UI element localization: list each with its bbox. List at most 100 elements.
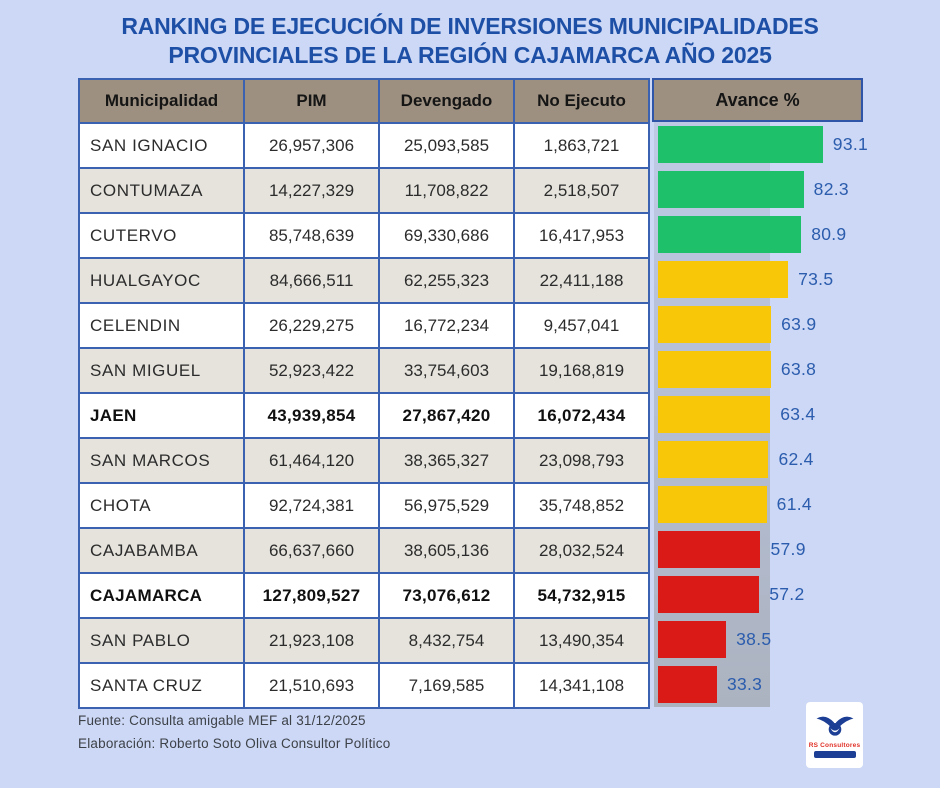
header-pim: PIM bbox=[243, 78, 380, 124]
table-row: CELENDIN 26,229,275 16,772,234 9,457,041 bbox=[78, 302, 650, 349]
bar-row: 93.1 bbox=[652, 122, 882, 167]
bar-row: 82.3 bbox=[652, 167, 882, 212]
avance-value-label: 62.4 bbox=[778, 449, 814, 469]
title-line-2: PROVINCIALES DE LA REGIÓN CAJAMARCA AÑO … bbox=[168, 42, 772, 69]
avance-bar bbox=[658, 486, 767, 523]
avance-bar bbox=[658, 171, 804, 208]
bar-row: 33.3 bbox=[652, 662, 882, 707]
cell-devengado: 73,076,612 bbox=[378, 572, 515, 619]
table-row: HUALGAYOC 84,666,511 62,255,323 22,411,1… bbox=[78, 257, 650, 304]
cell-devengado: 38,365,327 bbox=[378, 437, 515, 484]
table-row: SAN MARCOS 61,464,120 38,365,327 23,098,… bbox=[78, 437, 650, 484]
avance-value-label: 38.5 bbox=[736, 629, 772, 649]
table-row: CHOTA 92,724,381 56,975,529 35,748,852 bbox=[78, 482, 650, 529]
table-row: JAEN 43,939,854 27,867,420 16,072,434 bbox=[78, 392, 650, 439]
cell-pim: 52,923,422 bbox=[243, 347, 380, 394]
cell-no-ejecuto: 19,168,819 bbox=[513, 347, 650, 394]
table-row: SAN PABLO 21,923,108 8,432,754 13,490,35… bbox=[78, 617, 650, 664]
avance-bar bbox=[658, 531, 761, 568]
cell-municipalidad: SAN MARCOS bbox=[78, 437, 245, 484]
cell-municipalidad: JAEN bbox=[78, 392, 245, 439]
logo-tagline-bar bbox=[813, 751, 856, 758]
bar-track: 63.4 bbox=[658, 396, 835, 433]
bar-row: 38.5 bbox=[652, 617, 882, 662]
avance-bar bbox=[658, 261, 789, 298]
bar-track: 38.5 bbox=[658, 621, 835, 658]
table-row: CAJAMARCA 127,809,527 73,076,612 54,732,… bbox=[78, 572, 650, 619]
bar-track: 73.5 bbox=[658, 261, 835, 298]
cell-pim: 84,666,511 bbox=[243, 257, 380, 304]
bar-track: 62.4 bbox=[658, 441, 835, 478]
page-title: RANKING DE EJECUCIÓN DE INVERSIONES MUNI… bbox=[0, 12, 940, 71]
cell-pim: 92,724,381 bbox=[243, 482, 380, 529]
cell-devengado: 16,772,234 bbox=[378, 302, 515, 349]
cell-municipalidad: HUALGAYOC bbox=[78, 257, 245, 304]
cell-no-ejecuto: 16,417,953 bbox=[513, 212, 650, 259]
title-line-1: RANKING DE EJECUCIÓN DE INVERSIONES MUNI… bbox=[121, 13, 819, 39]
cell-municipalidad: CUTERVO bbox=[78, 212, 245, 259]
avance-bar bbox=[658, 441, 769, 478]
cell-pim: 21,510,693 bbox=[243, 662, 380, 709]
avance-value-label: 33.3 bbox=[726, 674, 763, 694]
bar-row: 57.2 bbox=[652, 572, 882, 617]
header-municipalidad: Municipalidad bbox=[78, 78, 245, 124]
cell-no-ejecuto: 22,411,188 bbox=[513, 257, 650, 304]
cell-no-ejecuto: 14,341,108 bbox=[513, 662, 650, 709]
avance-value-label: 63.8 bbox=[780, 359, 817, 379]
cell-devengado: 69,330,686 bbox=[378, 212, 515, 259]
cell-devengado: 33,754,603 bbox=[378, 347, 515, 394]
cell-devengado: 27,867,420 bbox=[378, 392, 515, 439]
bar-track: 63.9 bbox=[658, 306, 835, 343]
cell-no-ejecuto: 54,732,915 bbox=[513, 572, 650, 619]
bar-track: 80.9 bbox=[658, 216, 846, 253]
municipalities-table: Municipalidad PIM Devengado No Ejecuto S… bbox=[78, 78, 650, 709]
header-avance: Avance % bbox=[652, 78, 863, 122]
avance-bar bbox=[658, 666, 717, 703]
cell-no-ejecuto: 23,098,793 bbox=[513, 437, 650, 484]
cell-pim: 127,809,527 bbox=[243, 572, 380, 619]
cell-municipalidad: CAJABAMBA bbox=[78, 527, 245, 574]
cell-devengado: 8,432,754 bbox=[378, 617, 515, 664]
table-body: SAN IGNACIO 26,957,306 25,093,585 1,863,… bbox=[78, 122, 650, 709]
footer-author: Elaboración: Roberto Soto Oliva Consulto… bbox=[78, 735, 391, 751]
cell-municipalidad: CELENDIN bbox=[78, 302, 245, 349]
cell-devengado: 11,708,822 bbox=[378, 167, 515, 214]
bar-row: 73.5 bbox=[652, 257, 882, 302]
cell-municipalidad: SAN PABLO bbox=[78, 617, 245, 664]
header-devengado: Devengado bbox=[378, 78, 515, 124]
bar-track: 33.3 bbox=[658, 666, 835, 703]
avance-value-label: 73.5 bbox=[798, 269, 834, 289]
cell-devengado: 25,093,585 bbox=[378, 122, 515, 169]
avance-value-label: 63.9 bbox=[781, 314, 817, 334]
cell-pim: 14,227,329 bbox=[243, 167, 380, 214]
bar-row: 63.4 bbox=[652, 392, 882, 437]
avance-value-label: 61.4 bbox=[776, 494, 812, 514]
cell-no-ejecuto: 28,032,524 bbox=[513, 527, 650, 574]
avance-value-label: 63.4 bbox=[780, 404, 816, 424]
footer-source: Fuente: Consulta amigable MEF al 31/12/2… bbox=[78, 713, 366, 728]
avance-bar bbox=[658, 351, 771, 388]
bar-row: 63.9 bbox=[652, 302, 882, 347]
table-row: CUTERVO 85,748,639 69,330,686 16,417,953 bbox=[78, 212, 650, 259]
bar-track: 82.3 bbox=[658, 171, 849, 208]
avance-bar bbox=[658, 621, 727, 658]
table-row: SAN MIGUEL 52,923,422 33,754,603 19,168,… bbox=[78, 347, 650, 394]
avance-bar-chart: 93.1 82.3 80.9 73.5 63.9 63.8 63.4 bbox=[652, 122, 882, 707]
cell-pim: 85,748,639 bbox=[243, 212, 380, 259]
table-header-row: Municipalidad PIM Devengado No Ejecuto bbox=[78, 78, 650, 124]
avance-bar bbox=[658, 576, 760, 613]
rs-consultores-logo: RS Consultores bbox=[806, 702, 863, 768]
avance-bar bbox=[658, 126, 823, 163]
cell-no-ejecuto: 9,457,041 bbox=[513, 302, 650, 349]
bar-track: 57.2 bbox=[658, 576, 835, 613]
avance-value-label: 57.9 bbox=[770, 539, 806, 559]
cell-municipalidad: SAN IGNACIO bbox=[78, 122, 245, 169]
cell-pim: 66,637,660 bbox=[243, 527, 380, 574]
avance-value-label: 57.2 bbox=[769, 584, 805, 604]
avance-bar bbox=[658, 216, 802, 253]
cell-devengado: 56,975,529 bbox=[378, 482, 515, 529]
bar-row: 62.4 bbox=[652, 437, 882, 482]
footer: Fuente: Consulta amigable MEF al 31/12/2… bbox=[78, 710, 390, 756]
header-no-ejecuto: No Ejecuto bbox=[513, 78, 650, 124]
table-row: CAJABAMBA 66,637,660 38,605,136 28,032,5… bbox=[78, 527, 650, 574]
